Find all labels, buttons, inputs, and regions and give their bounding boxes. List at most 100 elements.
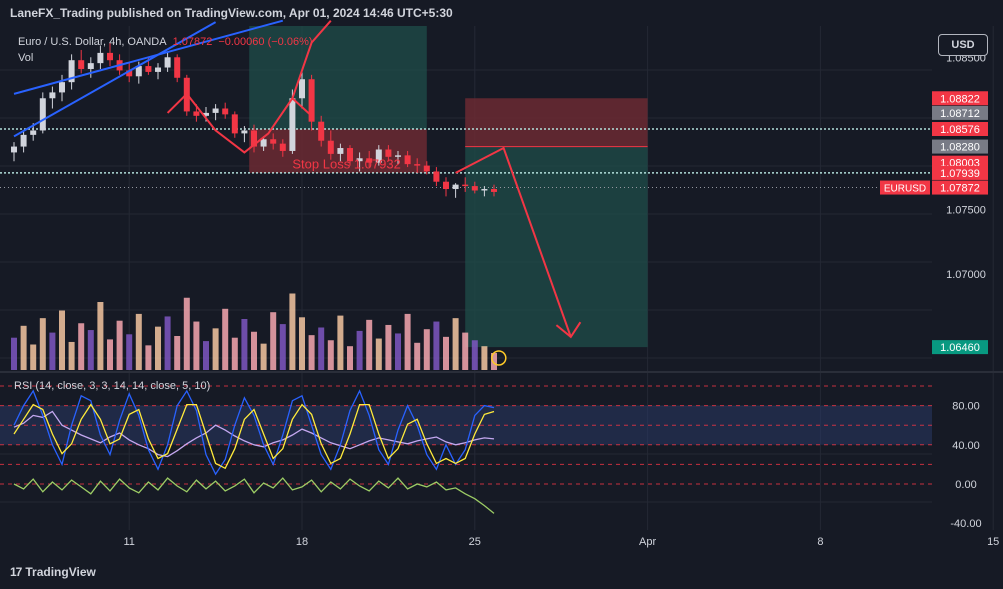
candle[interactable] bbox=[327, 140, 334, 154]
candle[interactable] bbox=[289, 98, 296, 151]
candle[interactable] bbox=[452, 184, 459, 190]
volume-bar bbox=[270, 312, 277, 370]
candle[interactable] bbox=[155, 67, 161, 72]
volume-bar bbox=[20, 325, 27, 370]
price-marker[interactable] bbox=[932, 340, 988, 355]
candle[interactable] bbox=[87, 63, 94, 69]
candle[interactable] bbox=[433, 171, 440, 182]
candle[interactable] bbox=[68, 60, 75, 83]
candle[interactable] bbox=[164, 57, 171, 68]
candle[interactable] bbox=[20, 134, 27, 147]
price-marker[interactable] bbox=[932, 105, 988, 120]
volume-bar bbox=[116, 320, 123, 370]
candle[interactable] bbox=[481, 189, 488, 191]
candle[interactable] bbox=[356, 158, 363, 162]
time-tick-label: 8 bbox=[817, 536, 823, 548]
candle[interactable] bbox=[337, 148, 344, 154]
candle[interactable] bbox=[174, 57, 181, 78]
candle[interactable] bbox=[135, 66, 142, 77]
volume-bar bbox=[241, 319, 248, 370]
candle[interactable] bbox=[231, 114, 238, 134]
candle[interactable] bbox=[49, 92, 56, 99]
candle[interactable] bbox=[414, 164, 421, 166]
candle[interactable] bbox=[59, 82, 65, 93]
price-marker[interactable] bbox=[932, 91, 988, 106]
long-target-zone[interactable] bbox=[249, 26, 427, 130]
candle[interactable] bbox=[251, 130, 257, 147]
candle[interactable] bbox=[462, 184, 469, 187]
symbol-legend[interactable]: Euro / U.S. Dollar, 4h, OANDA 1.07872 −0.0… bbox=[18, 36, 313, 48]
candle[interactable] bbox=[347, 148, 353, 162]
candle[interactable] bbox=[404, 155, 411, 165]
volume-bar bbox=[375, 338, 382, 370]
volume-bar bbox=[356, 330, 363, 370]
candle[interactable] bbox=[270, 139, 277, 144]
time-tick-label: 18 bbox=[296, 536, 308, 548]
candle[interactable] bbox=[126, 70, 133, 77]
volume-bar bbox=[414, 342, 421, 370]
symbol-tag[interactable] bbox=[880, 180, 930, 195]
candle[interactable] bbox=[491, 189, 497, 192]
volume-bar bbox=[366, 319, 373, 370]
candle[interactable] bbox=[318, 121, 325, 141]
volume-bar bbox=[443, 336, 449, 370]
short-target-zone[interactable] bbox=[465, 146, 648, 348]
candle[interactable] bbox=[279, 143, 286, 151]
price-marker-label: 1.08712 bbox=[940, 108, 980, 120]
candle[interactable] bbox=[222, 108, 229, 115]
volume-bar bbox=[145, 345, 152, 370]
candle[interactable] bbox=[203, 112, 209, 116]
price-marker[interactable] bbox=[932, 180, 988, 195]
price-marker[interactable] bbox=[932, 139, 988, 154]
channel-line[interactable] bbox=[13, 21, 217, 138]
candle[interactable] bbox=[375, 149, 382, 163]
currency-button[interactable]: USD bbox=[938, 34, 988, 56]
candle[interactable] bbox=[78, 60, 85, 69]
volume-bar bbox=[337, 315, 344, 370]
candle[interactable] bbox=[39, 98, 46, 131]
volume-legend[interactable]: Vol bbox=[18, 52, 34, 64]
candle[interactable] bbox=[30, 130, 37, 135]
volume-bar bbox=[462, 332, 469, 370]
candle[interactable] bbox=[423, 165, 430, 172]
candle[interactable] bbox=[193, 111, 200, 116]
candle[interactable] bbox=[471, 186, 478, 191]
candle[interactable] bbox=[241, 130, 248, 134]
volume-bar bbox=[59, 310, 65, 370]
tradingview-logo-icon: 17 bbox=[10, 565, 22, 579]
price-marker-label: 1.08576 bbox=[940, 124, 980, 136]
trendline[interactable] bbox=[13, 19, 284, 95]
volume-bar bbox=[481, 346, 488, 370]
price-marker-label: 1.08280 bbox=[940, 142, 980, 154]
volume-bar bbox=[183, 297, 190, 370]
volume-bar bbox=[107, 339, 113, 370]
projection-path[interactable] bbox=[455, 146, 572, 338]
candle[interactable] bbox=[395, 155, 401, 157]
symbol-tag-label: EURUSD bbox=[884, 184, 926, 195]
volume-bar bbox=[279, 324, 286, 370]
volume-bar bbox=[327, 340, 334, 370]
header-bar: LaneFX_Trading published on TradingView.… bbox=[0, 0, 1003, 26]
price-marker[interactable] bbox=[932, 122, 988, 137]
candle[interactable] bbox=[366, 158, 373, 163]
price-axis-label: 1.07500 bbox=[946, 205, 986, 217]
rsi-legend[interactable]: RSI (14, close, 3, 3, 14, 14, close, 5, … bbox=[14, 380, 211, 392]
short-stop-zone[interactable] bbox=[465, 98, 648, 147]
volume-bar bbox=[174, 336, 181, 370]
candle[interactable] bbox=[145, 66, 152, 72]
candle[interactable] bbox=[107, 52, 113, 61]
price-marker[interactable] bbox=[932, 165, 988, 180]
candle[interactable] bbox=[97, 52, 104, 64]
candle[interactable] bbox=[260, 139, 267, 147]
candle[interactable] bbox=[299, 79, 305, 99]
volume-bar bbox=[423, 329, 430, 370]
candle[interactable] bbox=[385, 149, 392, 157]
volume-bar bbox=[308, 335, 315, 370]
candle[interactable] bbox=[11, 146, 17, 153]
candle[interactable] bbox=[308, 79, 315, 122]
footer-brand: 17 TradingView bbox=[10, 565, 96, 579]
replay-icon[interactable] bbox=[491, 350, 507, 366]
drawings[interactable]: Stop Loss 1.07932 bbox=[13, 19, 582, 366]
candle[interactable] bbox=[443, 181, 449, 190]
candle[interactable] bbox=[212, 108, 219, 113]
